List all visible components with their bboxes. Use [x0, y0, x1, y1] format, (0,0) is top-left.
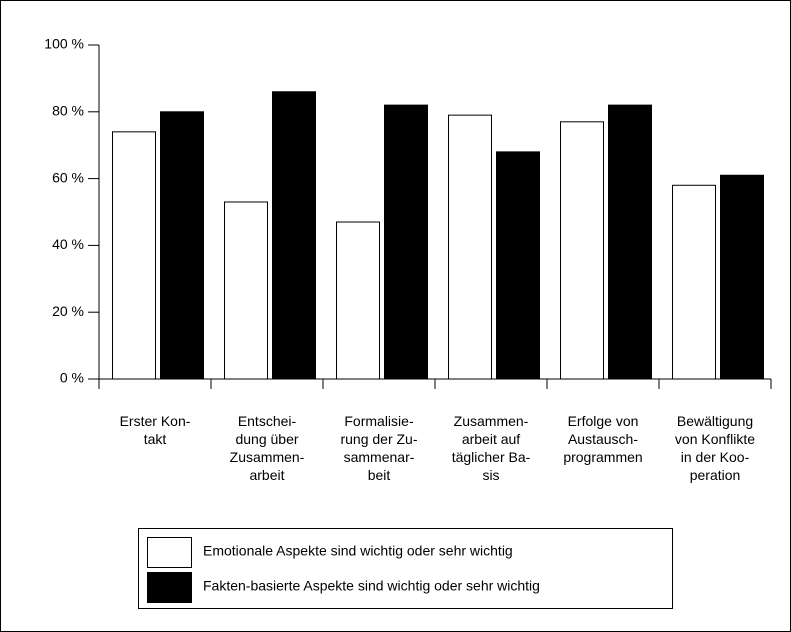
- legend-swatch: [147, 537, 192, 568]
- bar: [448, 114, 492, 380]
- legend-label: Emotionale Aspekte sind wichtig oder seh…: [203, 543, 513, 559]
- y-tick-label: 20 %: [52, 303, 84, 319]
- bar: [272, 91, 316, 380]
- y-tick-label: 80 %: [52, 103, 84, 119]
- y-tick-label: 0 %: [60, 370, 84, 386]
- legend-box: [138, 528, 673, 609]
- x-tick-label: Erster Kon-takt: [120, 413, 191, 447]
- bar: [160, 111, 204, 380]
- y-tick-label: 40 %: [52, 236, 84, 252]
- x-tick-label: Bewältigung von Konflikte in der Koo-perat…: [675, 413, 755, 483]
- bar: [112, 131, 156, 380]
- bar: [496, 151, 540, 380]
- bar: [720, 174, 764, 380]
- x-tick-label: Entschei-dung über Zusammen-arbeit: [230, 413, 305, 483]
- legend-swatch: [147, 572, 192, 603]
- legend-label: Fakten-basierte Aspekte sind wichtig ode…: [203, 578, 540, 594]
- bar: [336, 221, 380, 380]
- x-tick-label: Zusammen-arbeit auf täglicher Ba-sis: [452, 413, 531, 483]
- bar: [384, 104, 428, 380]
- bar: [672, 184, 716, 380]
- x-tick-label: Formalisie-rung der Zu-sammenar-beit: [340, 413, 417, 483]
- bar: [608, 104, 652, 380]
- x-tick-label: Erfolge von Austausch-programmen: [563, 413, 642, 465]
- bar: [224, 201, 268, 380]
- bar: [560, 121, 604, 380]
- y-tick-label: 60 %: [52, 169, 84, 185]
- y-tick-label: 100 %: [44, 36, 84, 52]
